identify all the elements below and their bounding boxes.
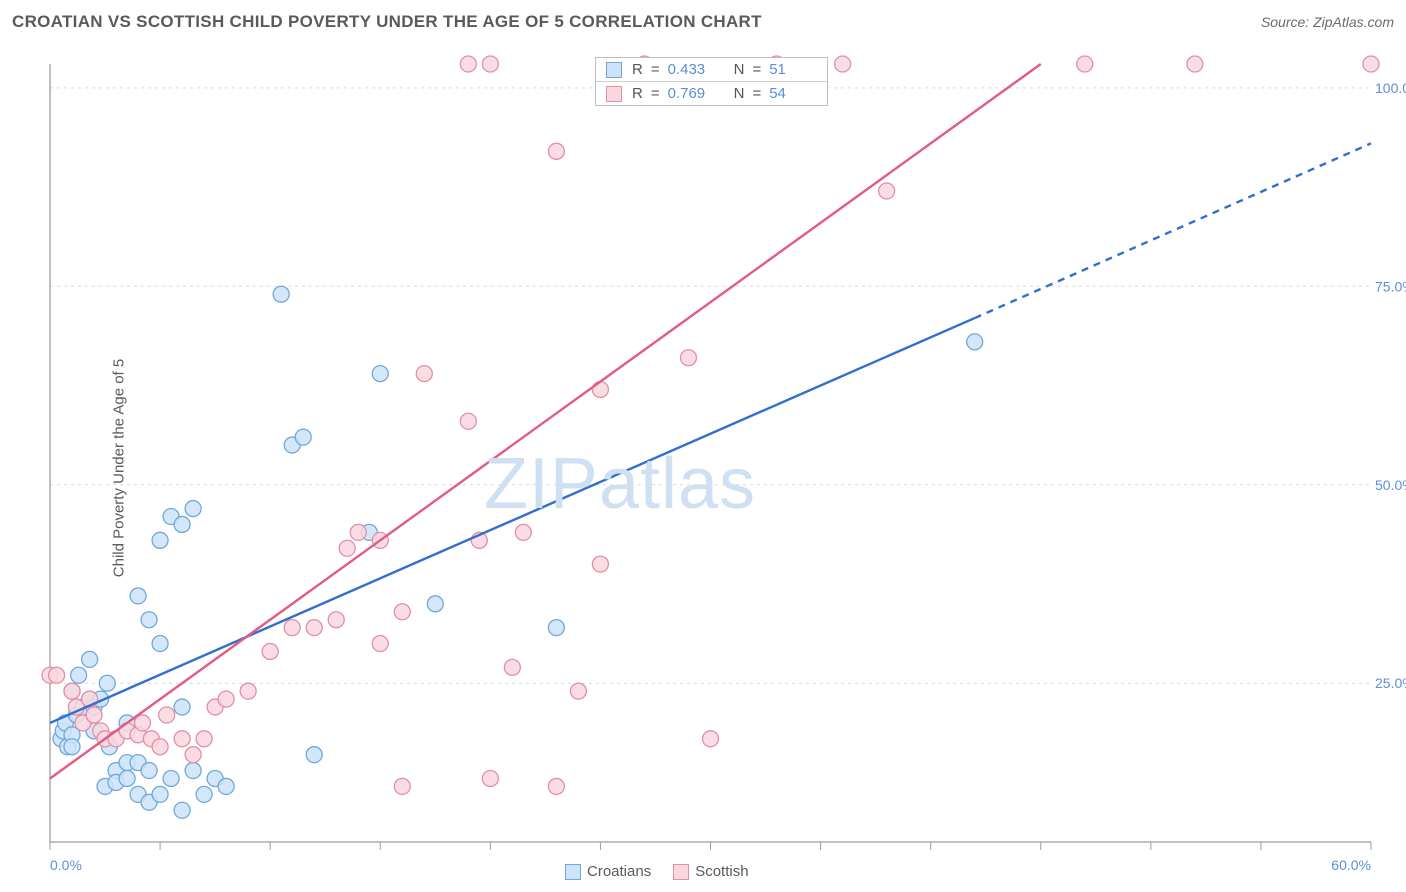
stat-r-label: R — [632, 61, 643, 78]
svg-text:0.0%: 0.0% — [50, 857, 82, 873]
stats-row-croatians: R = 0.433 N = 51 — [596, 58, 827, 82]
chart-header: CROATIAN VS SCOTTISH CHILD POVERTY UNDER… — [0, 0, 1406, 44]
swatch-icon — [565, 864, 581, 880]
equals-sign: = — [752, 61, 761, 78]
scatter-svg: 25.0% 50.0% 75.0% 100.0% 0.0% 60.0% — [0, 44, 1406, 892]
svg-text:25.0%: 25.0% — [1375, 675, 1406, 691]
legend-item-croatians: Croatians — [565, 863, 651, 880]
series-legend: Croatians Scottish — [565, 863, 749, 880]
swatch-icon — [606, 62, 622, 78]
stat-r-value: 0.769 — [668, 85, 716, 102]
source-prefix: Source: — [1261, 14, 1313, 30]
stats-row-scottish: R = 0.769 N = 54 — [596, 82, 827, 105]
equals-sign: = — [651, 85, 660, 102]
swatch-icon — [673, 864, 689, 880]
y-axis-label: Child Poverty Under the Age of 5 — [111, 359, 128, 577]
swatch-icon — [606, 86, 622, 102]
legend-label: Scottish — [695, 863, 748, 880]
svg-text:50.0%: 50.0% — [1375, 477, 1406, 493]
stat-r-value: 0.433 — [668, 61, 716, 78]
source-credit: Source: ZipAtlas.com — [1261, 14, 1394, 30]
stat-r-label: R — [632, 85, 643, 102]
stat-n-label: N — [734, 61, 745, 78]
legend-label: Croatians — [587, 863, 651, 880]
correlation-stats-box: R = 0.433 N = 51 R = 0.769 N = 54 — [595, 57, 828, 106]
plot-area: Child Poverty Under the Age of 5 25.0% 50… — [0, 44, 1406, 892]
stat-n-value: 54 — [769, 85, 817, 102]
svg-text:60.0%: 60.0% — [1331, 857, 1371, 873]
stat-n-label: N — [734, 85, 745, 102]
chart-title: CROATIAN VS SCOTTISH CHILD POVERTY UNDER… — [12, 12, 762, 32]
stat-n-value: 51 — [769, 61, 817, 78]
legend-item-scottish: Scottish — [673, 863, 748, 880]
source-name: ZipAtlas.com — [1313, 14, 1394, 30]
svg-text:100.0%: 100.0% — [1375, 80, 1406, 96]
equals-sign: = — [651, 61, 660, 78]
svg-text:75.0%: 75.0% — [1375, 278, 1406, 294]
equals-sign: = — [752, 85, 761, 102]
